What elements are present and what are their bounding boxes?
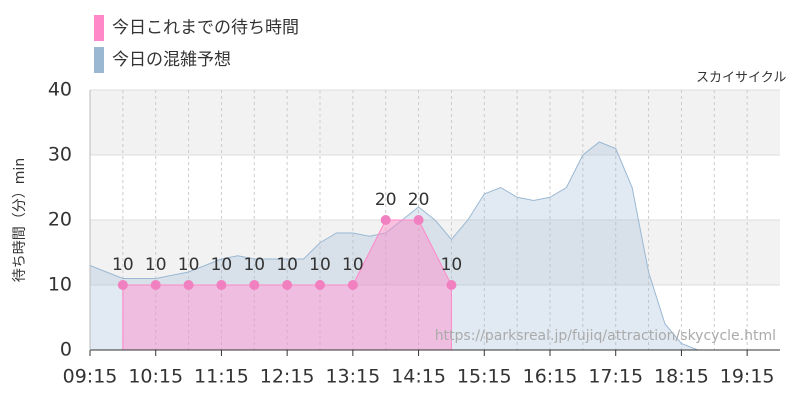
y-tick-label: 0: [60, 339, 72, 361]
data-label: 10: [309, 255, 331, 275]
point: [413, 215, 424, 225]
watermark: https://parksreal.jp/fujiq/attraction/sk…: [435, 328, 776, 344]
x-tick-label: 11:15: [194, 366, 249, 388]
y-tick-label: 10: [48, 274, 72, 296]
x-tick-label: 12:15: [260, 366, 315, 388]
legend-swatch: [94, 15, 104, 41]
x-tick-label: 14:15: [391, 366, 446, 388]
data-label: 20: [375, 190, 397, 210]
point: [282, 280, 293, 290]
point: [446, 280, 457, 290]
x-tick-label: 18:15: [654, 366, 709, 388]
point: [347, 280, 358, 290]
data-label: 10: [276, 255, 298, 275]
data-label: 10: [178, 255, 200, 275]
x-tick-label: 10:15: [128, 366, 183, 388]
chart-subtitle: スカイサイクル: [696, 71, 786, 86]
band: [90, 90, 780, 155]
legend-label: 今日これまでの待ち時間: [112, 18, 299, 38]
x-tick-label: 15:15: [457, 366, 512, 388]
x-tick-label: 09:15: [63, 366, 118, 388]
point: [249, 280, 260, 290]
legend-label: 今日の混雑予想: [112, 50, 231, 70]
data-label: 10: [211, 255, 233, 275]
x-tick-label: 16:15: [523, 366, 578, 388]
data-label: 10: [342, 255, 364, 275]
x-tick-label: 17:15: [588, 366, 643, 388]
x-tick-label: 19:15: [720, 366, 775, 388]
point: [150, 280, 161, 290]
point: [183, 280, 194, 290]
forecast-area: [89, 141, 780, 351]
data-label: 10: [145, 255, 167, 275]
point: [380, 215, 391, 225]
data-label: 20: [408, 190, 430, 210]
point: [117, 280, 128, 290]
point: [216, 280, 227, 290]
legend-swatch: [94, 47, 104, 73]
point: [315, 280, 325, 290]
y-axis-label: 待ち時間（分）min: [12, 158, 28, 282]
x-tick-label: 13:15: [325, 366, 380, 388]
y-tick-label: 20: [48, 209, 72, 231]
data-label: 10: [441, 255, 463, 275]
data-label: 10: [112, 255, 134, 275]
data-label: 10: [243, 255, 265, 275]
y-tick-label: 40: [48, 79, 72, 101]
y-tick-label: 30: [48, 144, 72, 166]
